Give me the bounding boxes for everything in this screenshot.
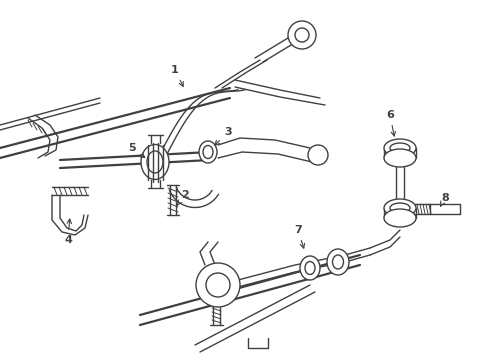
Text: 2: 2 [177, 190, 188, 205]
Text: 3: 3 [214, 127, 231, 145]
Ellipse shape [141, 144, 169, 180]
Ellipse shape [305, 261, 314, 275]
Ellipse shape [199, 141, 217, 163]
Circle shape [294, 28, 308, 42]
Circle shape [205, 273, 229, 297]
Ellipse shape [383, 199, 415, 217]
Ellipse shape [326, 249, 348, 275]
Text: 7: 7 [293, 225, 304, 248]
Ellipse shape [203, 145, 213, 158]
Text: 1: 1 [171, 65, 183, 86]
Ellipse shape [389, 143, 409, 153]
Ellipse shape [299, 256, 319, 280]
Text: 6: 6 [385, 110, 395, 136]
Text: 5: 5 [128, 143, 144, 158]
Ellipse shape [383, 149, 415, 167]
Ellipse shape [332, 255, 343, 269]
Circle shape [196, 263, 240, 307]
Ellipse shape [389, 203, 409, 213]
Circle shape [287, 21, 315, 49]
Text: 8: 8 [440, 193, 448, 206]
Circle shape [307, 145, 327, 165]
Text: 4: 4 [64, 219, 72, 245]
Ellipse shape [383, 209, 415, 227]
Ellipse shape [147, 151, 163, 173]
Ellipse shape [383, 139, 415, 157]
